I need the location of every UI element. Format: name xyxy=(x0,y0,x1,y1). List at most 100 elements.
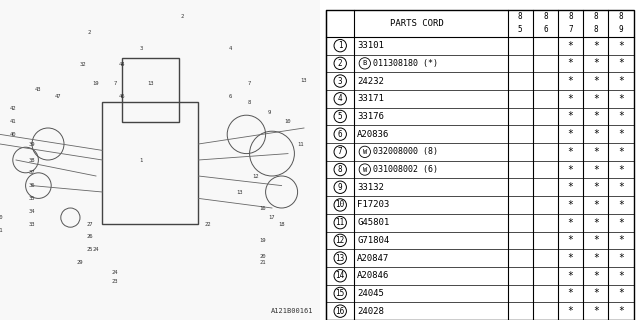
Text: *: * xyxy=(568,218,573,228)
Text: 1: 1 xyxy=(139,157,143,163)
Text: 11: 11 xyxy=(298,141,304,147)
Text: 33171: 33171 xyxy=(357,94,384,103)
Text: 13: 13 xyxy=(237,189,243,195)
Text: 36: 36 xyxy=(29,183,35,188)
Text: 2: 2 xyxy=(180,13,184,19)
Text: *: * xyxy=(618,235,624,245)
Text: *: * xyxy=(593,41,599,51)
Text: 21: 21 xyxy=(259,260,266,265)
Text: *: * xyxy=(618,41,624,51)
Text: *: * xyxy=(593,235,599,245)
Text: 20: 20 xyxy=(259,253,266,259)
Text: *: * xyxy=(568,41,573,51)
Text: 22: 22 xyxy=(205,221,211,227)
Text: 011308180 (*): 011308180 (*) xyxy=(373,59,438,68)
Text: *: * xyxy=(618,182,624,192)
Text: 6: 6 xyxy=(228,93,232,99)
Text: 25: 25 xyxy=(86,247,93,252)
Text: 4: 4 xyxy=(338,94,342,103)
Text: 41: 41 xyxy=(10,119,16,124)
Text: *: * xyxy=(618,76,624,86)
Text: *: * xyxy=(618,147,624,157)
Text: 7: 7 xyxy=(113,81,117,86)
Text: *: * xyxy=(593,182,599,192)
Text: 8: 8 xyxy=(619,12,623,21)
Text: 33132: 33132 xyxy=(357,183,384,192)
Text: 8: 8 xyxy=(248,100,252,105)
Text: 44: 44 xyxy=(118,61,125,67)
Text: 19: 19 xyxy=(93,81,99,86)
Text: 16: 16 xyxy=(259,205,266,211)
Text: 13: 13 xyxy=(335,253,345,262)
Text: *: * xyxy=(568,58,573,68)
Text: *: * xyxy=(618,164,624,174)
Text: 30: 30 xyxy=(0,215,3,220)
Text: 38: 38 xyxy=(29,157,35,163)
Text: 23: 23 xyxy=(112,279,118,284)
Text: *: * xyxy=(568,253,573,263)
Text: 9: 9 xyxy=(619,26,623,35)
Text: 5: 5 xyxy=(518,26,522,35)
Text: 8: 8 xyxy=(338,165,342,174)
Text: 8: 8 xyxy=(518,12,522,21)
Text: *: * xyxy=(568,147,573,157)
Text: 8: 8 xyxy=(543,12,548,21)
Text: 13: 13 xyxy=(301,77,307,83)
Text: 8: 8 xyxy=(593,12,598,21)
Text: 12: 12 xyxy=(253,173,259,179)
Text: A121B00161: A121B00161 xyxy=(271,308,314,314)
Text: *: * xyxy=(593,111,599,122)
Text: 6: 6 xyxy=(338,130,342,139)
Text: 031008002 (6): 031008002 (6) xyxy=(373,165,438,174)
Text: *: * xyxy=(568,288,573,299)
Text: *: * xyxy=(618,288,624,299)
Text: 3: 3 xyxy=(338,76,342,85)
Text: A20836: A20836 xyxy=(357,130,389,139)
Text: 4: 4 xyxy=(228,45,232,51)
Text: *: * xyxy=(593,76,599,86)
Text: *: * xyxy=(593,147,599,157)
Text: W: W xyxy=(363,149,367,155)
Text: *: * xyxy=(618,94,624,104)
Text: *: * xyxy=(593,94,599,104)
Text: *: * xyxy=(568,164,573,174)
Text: 16: 16 xyxy=(335,307,345,316)
Text: 46: 46 xyxy=(118,93,125,99)
Text: 32: 32 xyxy=(80,61,86,67)
Text: *: * xyxy=(593,200,599,210)
Text: 7: 7 xyxy=(338,147,342,156)
Text: 032008000 (8): 032008000 (8) xyxy=(373,147,438,156)
Text: 47: 47 xyxy=(54,93,61,99)
Bar xyxy=(122,58,179,122)
Text: 34: 34 xyxy=(29,209,35,214)
Text: *: * xyxy=(593,218,599,228)
Text: 1: 1 xyxy=(338,41,342,50)
Text: 18: 18 xyxy=(278,221,285,227)
Text: 42: 42 xyxy=(10,106,16,111)
Text: 29: 29 xyxy=(77,260,83,265)
Text: 33101: 33101 xyxy=(357,41,384,50)
Text: *: * xyxy=(593,306,599,316)
Text: W: W xyxy=(363,166,367,172)
Text: *: * xyxy=(618,306,624,316)
Text: 7: 7 xyxy=(248,81,252,86)
Text: *: * xyxy=(568,306,573,316)
Text: *: * xyxy=(618,200,624,210)
Text: 37: 37 xyxy=(29,170,35,175)
Text: *: * xyxy=(593,58,599,68)
Text: 13: 13 xyxy=(147,81,154,86)
Text: *: * xyxy=(593,129,599,139)
Text: 2: 2 xyxy=(88,29,92,35)
Text: 27: 27 xyxy=(86,221,93,227)
Text: 24: 24 xyxy=(112,269,118,275)
Text: 6: 6 xyxy=(543,26,548,35)
Text: 14: 14 xyxy=(335,271,345,280)
Text: 8: 8 xyxy=(593,26,598,35)
Text: 10: 10 xyxy=(285,119,291,124)
Text: 24028: 24028 xyxy=(357,307,384,316)
Text: 39: 39 xyxy=(29,141,35,147)
Text: 3: 3 xyxy=(139,45,143,51)
Text: *: * xyxy=(618,58,624,68)
Text: A20847: A20847 xyxy=(357,253,389,262)
Text: 43: 43 xyxy=(35,87,42,92)
